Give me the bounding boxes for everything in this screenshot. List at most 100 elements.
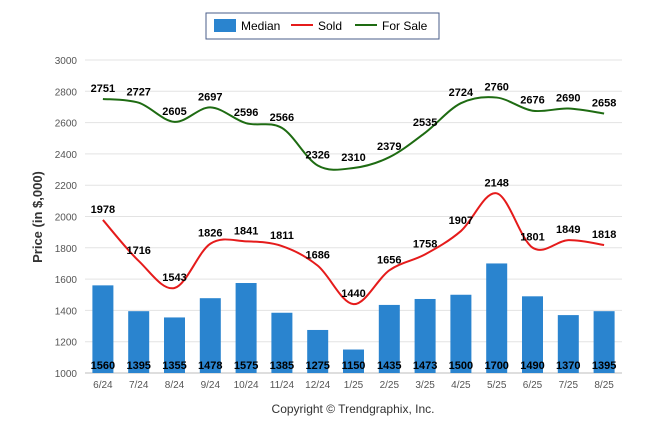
x-tick-label: 6/25 — [523, 380, 543, 391]
for-sale-value-label: 2690 — [556, 93, 580, 105]
sold-value-label: 1841 — [234, 225, 258, 237]
bar-median — [378, 304, 400, 373]
y-tick-label: 1600 — [55, 275, 78, 286]
legend-label-median: Median — [241, 19, 280, 33]
x-tick-label: 3/25 — [415, 380, 435, 391]
x-tick-label: 7/24 — [129, 380, 149, 391]
sold-value-label: 1716 — [126, 245, 150, 257]
y-tick-label: 1200 — [55, 338, 78, 349]
x-tick-label: 8/24 — [165, 380, 185, 391]
sold-value-label: 1656 — [377, 254, 401, 266]
bar-value-label: 1395 — [592, 360, 616, 372]
bar-value-label: 1500 — [449, 360, 473, 372]
for-sale-value-label: 2751 — [91, 83, 115, 95]
bar-value-label: 1560 — [91, 360, 115, 372]
y-tick-label: 2600 — [55, 119, 78, 130]
x-ticks: 6/24 7/24 8/24 9/24 10/24 11/24 12/24 1/25 2/25 3… — [93, 380, 614, 391]
sold-value-label: 1849 — [556, 224, 580, 236]
for-sale-value-label: 2605 — [162, 106, 186, 118]
bar-value-label: 1575 — [234, 360, 258, 372]
bar-value-label: 1385 — [270, 360, 294, 372]
x-tick-label: 1/25 — [344, 380, 364, 391]
sold-value-label: 1758 — [413, 238, 437, 250]
for-sale-value-label: 2697 — [198, 91, 222, 103]
sold-value-label: 1818 — [592, 229, 616, 241]
data-labels: 1560 1395 1355 1478 1575 1385 1275 1150 1435 1473… — [91, 82, 617, 372]
for-sale-value-label: 2724 — [449, 87, 474, 99]
sold-value-label: 2148 — [484, 177, 508, 189]
x-tick-label: 9/24 — [201, 380, 221, 391]
for-sale-value-label: 2566 — [270, 112, 294, 124]
bar-median — [164, 317, 185, 373]
y-tick-label: 1800 — [55, 244, 78, 255]
bar-value-label: 1355 — [162, 360, 186, 372]
sold-value-label: 1543 — [162, 272, 186, 284]
y-ticks: 1000 1200 1400 1600 1800 2000 2200 2400 2600 2800… — [55, 56, 78, 380]
y-tick-label: 2200 — [55, 181, 78, 192]
x-tick-label: 6/24 — [93, 380, 113, 391]
bars — [92, 263, 615, 373]
credit: Copyright © Trendgraphix, Inc. — [272, 402, 435, 416]
for-sale-value-label: 2676 — [520, 95, 544, 107]
bar-value-label: 1370 — [556, 360, 580, 372]
bar-median — [343, 349, 364, 373]
x-tick-label: 12/24 — [305, 380, 330, 391]
x-tick-label: 2/25 — [380, 380, 400, 391]
sold-value-label: 1826 — [198, 228, 222, 240]
bar-value-label: 1473 — [413, 360, 437, 372]
sold-value-label: 1801 — [520, 232, 544, 244]
y-tick-label: 2000 — [55, 213, 78, 224]
bar-median — [557, 315, 579, 373]
for-sale-value-label: 2310 — [341, 152, 365, 164]
bar-median — [235, 283, 257, 373]
for-sale-value-label: 2760 — [484, 82, 508, 94]
y-tick-label: 2400 — [55, 150, 78, 161]
bar-value-label: 1395 — [126, 360, 150, 372]
bar-median — [128, 311, 150, 373]
sold-value-label: 1811 — [270, 230, 294, 242]
y-tick-label: 1400 — [55, 306, 78, 317]
sold-value-label: 1686 — [305, 250, 329, 262]
bar-value-label: 1700 — [484, 360, 508, 372]
bar-median — [271, 312, 293, 373]
sold-value-label: 1978 — [91, 204, 115, 216]
y-tick-label: 1000 — [55, 369, 78, 380]
x-tick-label: 8/25 — [594, 380, 614, 391]
bar-median — [593, 311, 615, 373]
bar-value-label: 1490 — [520, 360, 544, 372]
legend: Median Sold For Sale — [205, 12, 440, 40]
bar-median — [92, 285, 114, 373]
y-axis-label: Price (in $,000) — [30, 171, 45, 263]
y-tick-label: 2800 — [55, 87, 78, 98]
bar-median — [199, 298, 221, 373]
line-sold — [102, 192, 605, 306]
bar-value-label: 1150 — [342, 360, 366, 372]
bar-median — [486, 263, 508, 373]
x-tick-label: 4/25 — [451, 380, 471, 391]
bar-median — [450, 294, 472, 373]
for-sale-value-label: 2596 — [234, 107, 258, 119]
bar-value-label: 1275 — [305, 360, 329, 372]
for-sale-value-label: 2658 — [592, 98, 616, 110]
bar-median — [522, 296, 543, 373]
bar-value-label: 1478 — [198, 360, 222, 372]
bar-value-label: 1435 — [377, 360, 401, 372]
x-tick-label: 10/24 — [234, 380, 259, 391]
sold-value-label: 1440 — [341, 288, 365, 300]
for-sale-value-label: 2326 — [305, 149, 329, 161]
y-tick-label: 3000 — [55, 56, 78, 67]
for-sale-value-label: 2379 — [377, 141, 401, 153]
legend-label-for-sale: For Sale — [382, 19, 428, 33]
for-sale-value-label: 2535 — [413, 117, 437, 129]
line-for-sale — [102, 96, 605, 171]
x-tick-label: 5/25 — [487, 380, 507, 391]
lines — [102, 96, 605, 306]
for-sale-value-label: 2727 — [126, 87, 150, 99]
x-tick-label: 11/24 — [270, 380, 295, 391]
x-tick-label: 7/25 — [559, 380, 579, 391]
bar-median — [307, 329, 329, 373]
bar-median — [414, 298, 436, 373]
legend-label-sold: Sold — [318, 19, 342, 33]
legend-swatch-median — [214, 19, 236, 32]
